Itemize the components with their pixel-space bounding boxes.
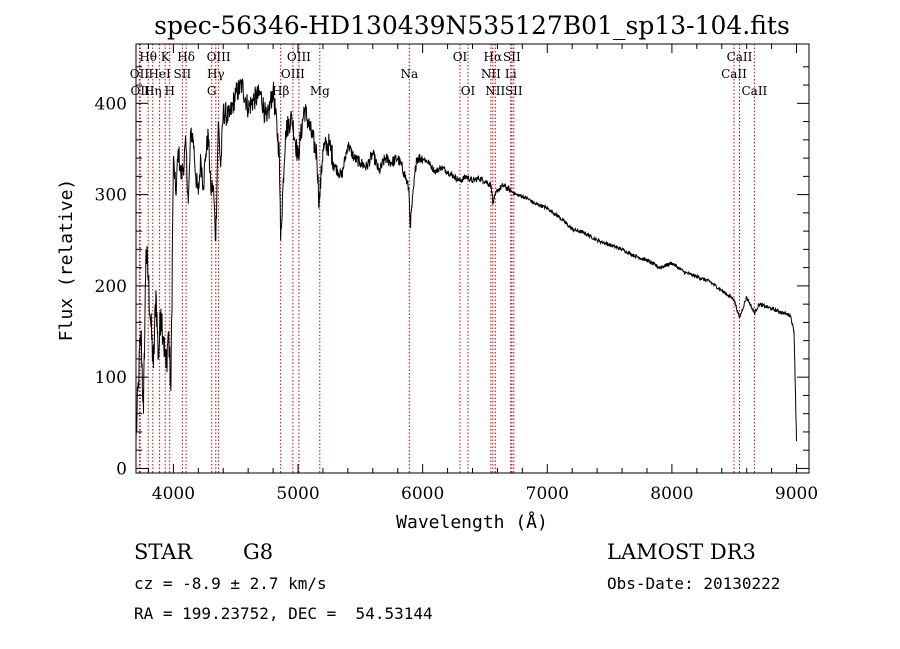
line-label: SII [503,50,521,64]
line-label: Hα [484,50,503,64]
ra-dec: RA = 199.23752, DEC = 54.53144 [134,604,433,623]
line-label: NII [485,84,505,98]
y-tick-label: 400 [95,94,127,114]
spectrum-series [135,78,797,442]
line-label: Li [505,67,517,81]
object-class: STAR [134,540,193,564]
line-label: Na [400,67,418,81]
x-tick-label: 6000 [401,484,444,504]
y-tick-label: 100 [95,368,127,388]
y-tick-label: 200 [95,277,127,297]
line-label: NII [481,67,501,81]
line-label: OII [131,84,151,98]
x-tick-label: 9000 [775,484,818,504]
plot-frame [135,43,810,474]
line-label: G [207,84,217,98]
y-tick-label: 0 [116,459,127,479]
survey-name: LAMOST DR3 [607,540,756,564]
line-label: OIII [281,67,305,81]
line-label: K [161,50,171,64]
line-label: CaII [721,67,747,81]
line-label: CaII [741,84,767,98]
line-labels: OIIOIIHθHηHeIKHSIIHδHγGOIIIHβOIIIOIIIMgN… [130,50,768,98]
redshift-cz: cz = -8.9 ± 2.7 km/s [134,574,327,593]
line-label: Mg [310,84,330,98]
line-label: Hη [144,84,162,98]
line-label: H [164,84,174,98]
line-label: Hβ [272,84,289,98]
line-label: OI [461,84,476,98]
x-tick-label: 8000 [650,484,693,504]
line-label: SII [505,84,523,98]
line-label: Hδ [177,50,195,64]
x-tick-label: 5000 [276,484,319,504]
obs-date: Obs-Date: 20130222 [607,574,781,593]
line-label: CaII [727,50,753,64]
line-label: OII [130,67,150,81]
line-label: Hγ [207,67,225,81]
line-label: OI [453,50,468,64]
spectrum-line [135,78,797,442]
line-label: SII [174,67,192,81]
line-label: HeI [148,67,171,81]
line-label: Hθ [139,50,157,64]
axis-ticks: 4000 5000 6000 7000 8000 9000 0 100 200 300 400 [95,44,818,504]
chart-title: spec-56346-HD130439N535127B01_sp13-104.f… [154,11,790,40]
y-tick-label: 300 [95,186,127,206]
line-markers [138,44,755,473]
x-tick-label: 7000 [526,484,569,504]
x-tick-label: 4000 [152,484,195,504]
x-axis-label: Wavelength (Å) [396,511,548,533]
line-label: OIII [287,50,311,64]
subclass: G8 [243,540,274,564]
line-label: OIII [207,50,231,64]
y-axis-label: Flux (relative) [56,179,77,342]
